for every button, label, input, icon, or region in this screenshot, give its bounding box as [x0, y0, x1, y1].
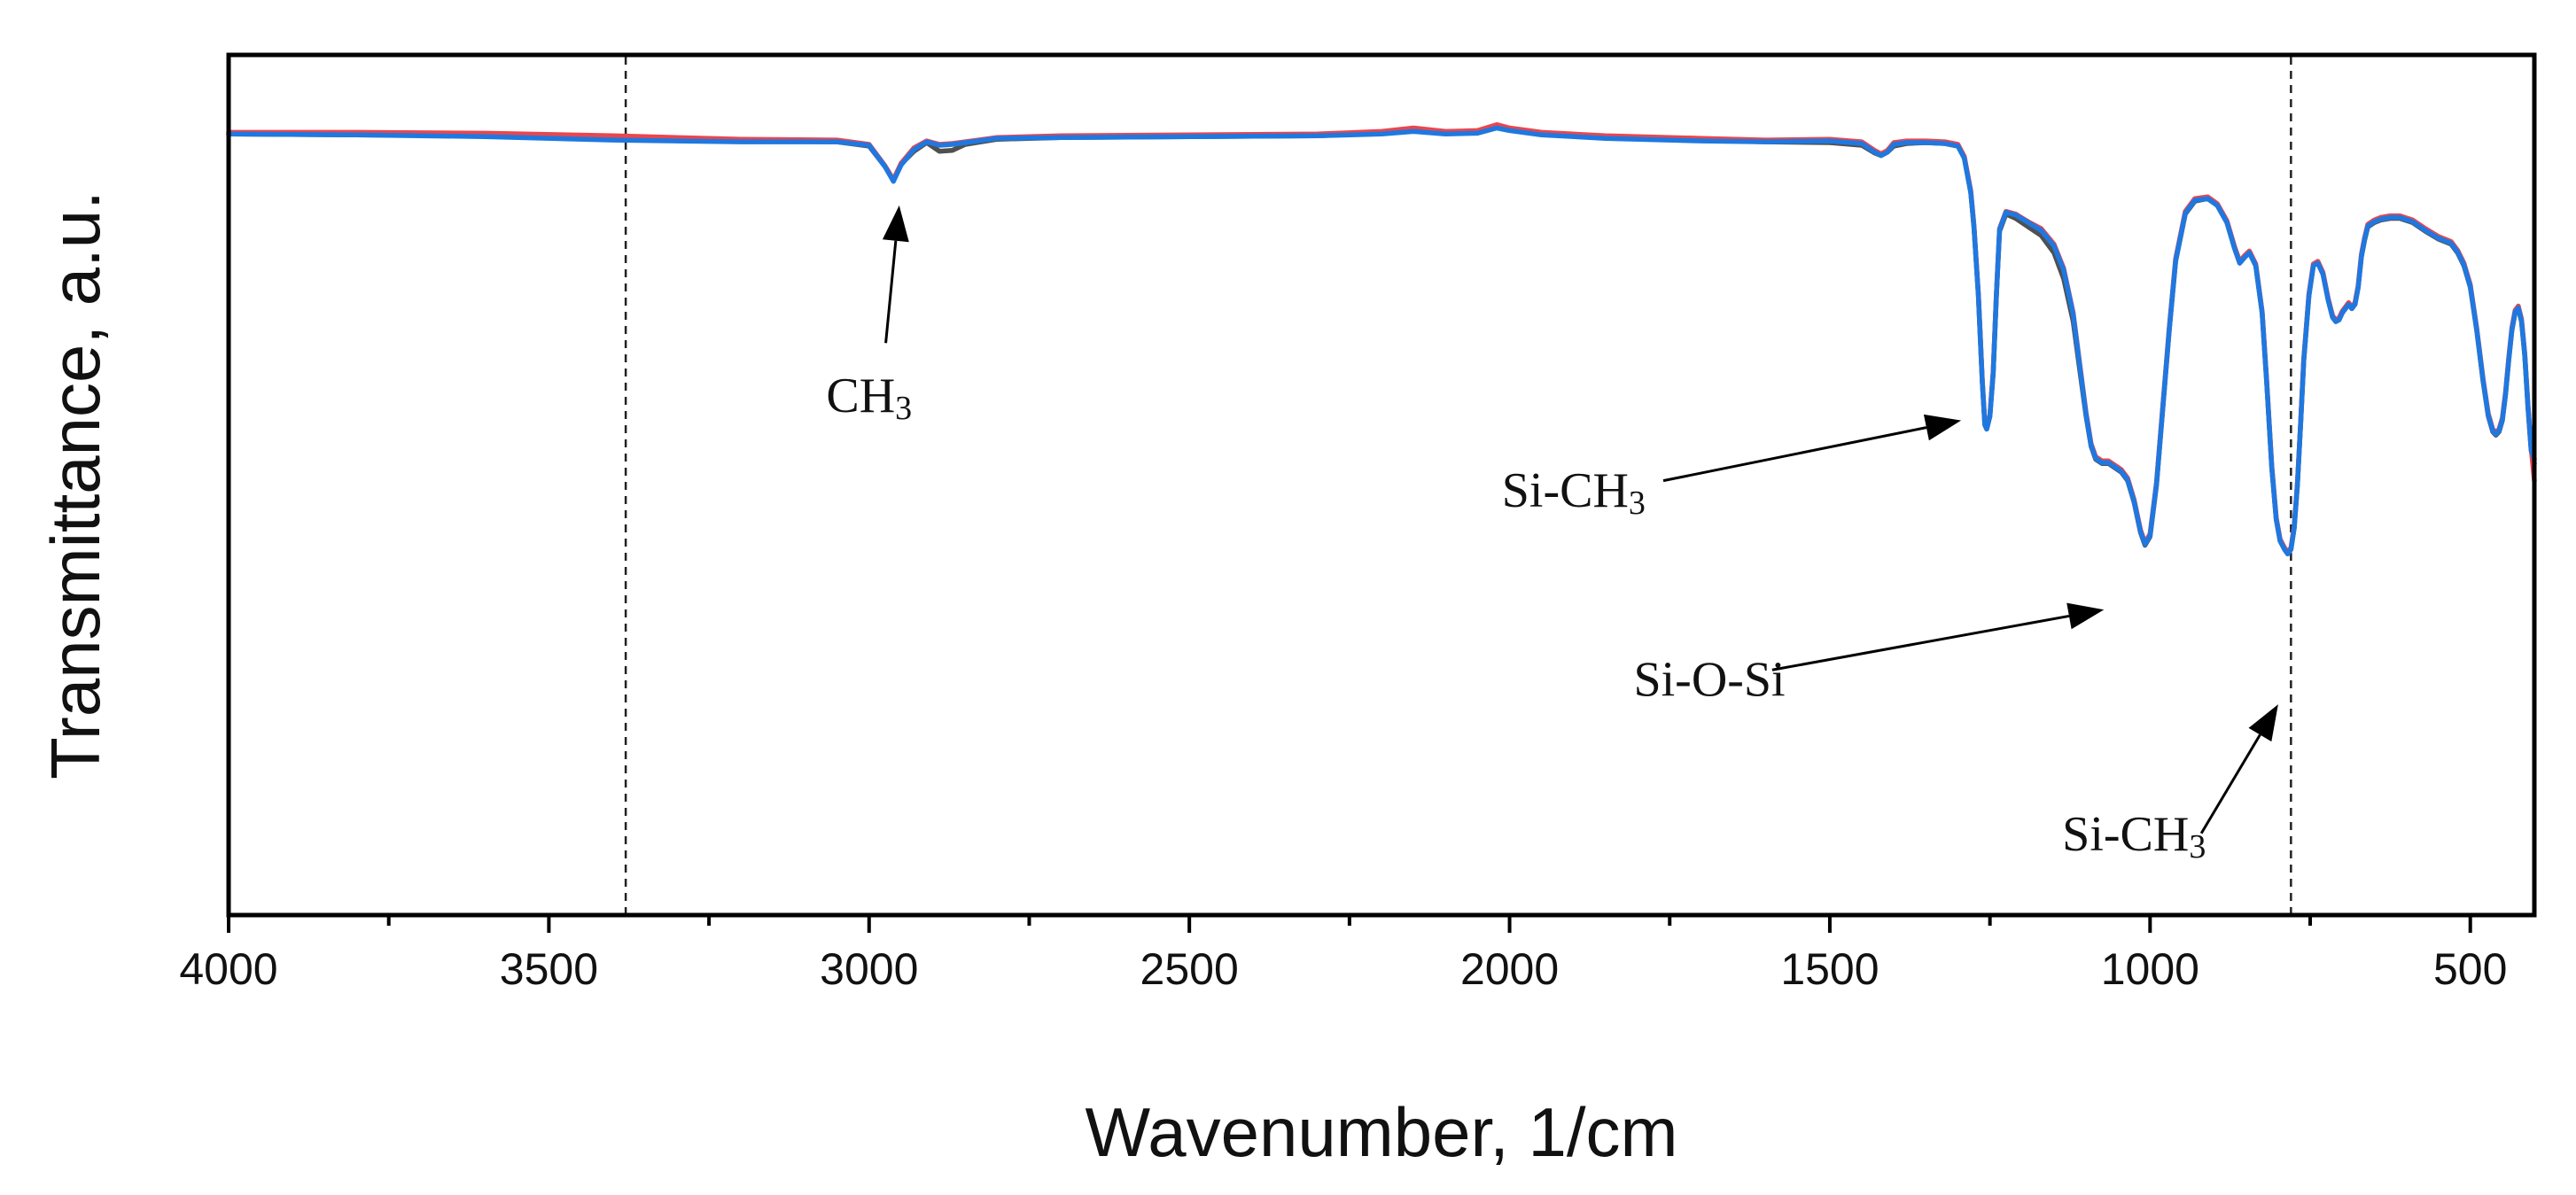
- annotation-arrow-shaft: [2199, 733, 2261, 834]
- annotation-main: Si-CH: [1502, 463, 1629, 518]
- x-tick-label: 1500: [1780, 944, 1879, 994]
- annotation-text: CH3: [826, 369, 912, 427]
- plot-frame: [226, 52, 2537, 918]
- x-tick-label: 4000: [179, 944, 277, 994]
- si-ch3-1260-label: Si-CH3: [1502, 414, 1962, 522]
- annotation-arrow-head: [882, 205, 909, 243]
- x-tick-label: 500: [2433, 944, 2507, 994]
- x-axis-label: Wavenumber, 1/cm: [1085, 1093, 1677, 1171]
- si-o-si-label: Si-O-Si: [1633, 602, 2105, 707]
- si-ch3-800-label: Si-CH3: [2062, 704, 2278, 865]
- y-axis-label: Transmittance, a.u.: [36, 190, 114, 780]
- annotation-arrow-head: [2066, 602, 2105, 630]
- reference-lines: [624, 57, 2292, 913]
- annotation-text: Si-CH3: [2062, 807, 2206, 865]
- x-tick-label: 2500: [1140, 944, 1239, 994]
- series-line-sample-blue: [226, 125, 2537, 556]
- annotation-main: Si-O-Si: [1633, 652, 1785, 707]
- annotation-text: Si-O-Si: [1633, 652, 1785, 707]
- annotation-arrow-shaft: [884, 240, 898, 344]
- annotation-arrow-shaft: [1771, 614, 2070, 671]
- annotation-main: CH: [826, 369, 895, 423]
- x-tick-label: 1000: [2101, 944, 2199, 994]
- annotation-subscript: 3: [2189, 828, 2206, 865]
- series-group: [226, 121, 2537, 556]
- annotation-arrow-head: [1923, 414, 1962, 441]
- x-tick-label: 3000: [820, 944, 918, 994]
- x-tick-label: 3500: [500, 944, 598, 994]
- annotation-subscript: 3: [895, 390, 912, 427]
- x-axis-ticks: 4000 3500 3000 2500 2000 1500 1000 500: [179, 915, 2507, 994]
- x-tick-label: 2000: [1460, 944, 1559, 994]
- annotation-subscript: 3: [1629, 485, 1646, 522]
- annotation-arrow-head: [2248, 704, 2278, 742]
- ch3-label: CH3: [826, 205, 912, 427]
- annotation-main: Si-CH: [2062, 807, 2189, 862]
- annotation-arrow-shaft: [1662, 426, 1927, 483]
- annotation-text: Si-CH3: [1502, 463, 1646, 522]
